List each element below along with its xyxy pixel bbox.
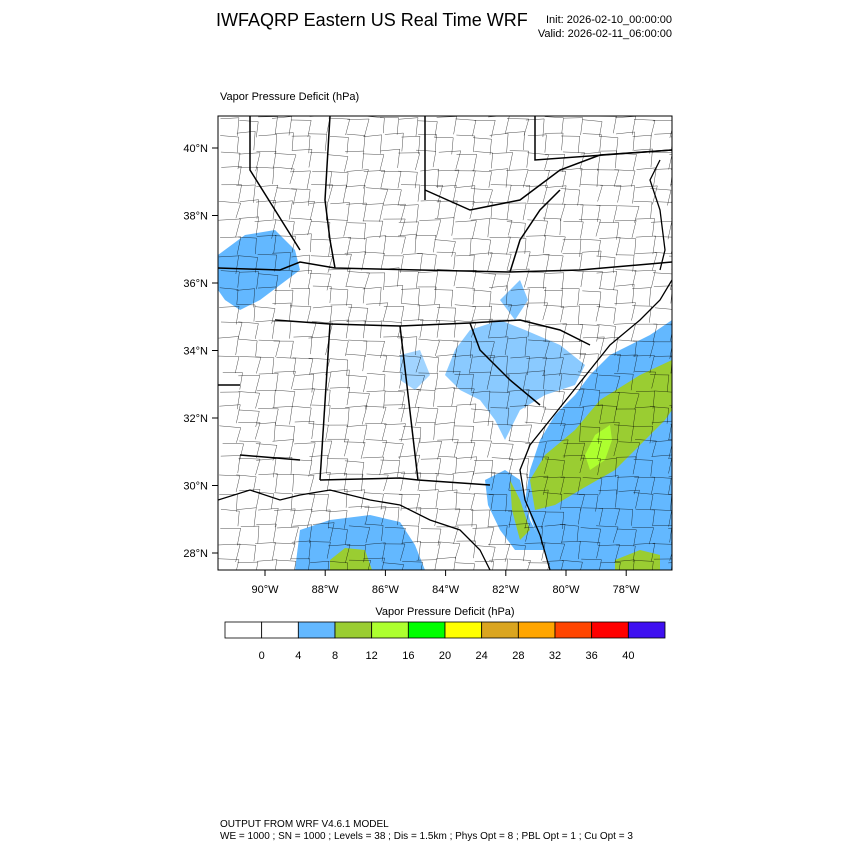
init-time: Init: 2026-02-10_00:00:00 (546, 14, 672, 26)
lon-label: 80°W (552, 584, 580, 596)
colorbar-label: 12 (366, 650, 378, 662)
colorbar-title: Vapor Pressure Deficit (hPa) (375, 606, 514, 618)
lon-label: 78°W (613, 584, 641, 596)
map: 40°N 38°N 36°N 34°N 32°N 30°N 28°N 90°W 88°W 86°W… (183, 115, 673, 596)
lat-label: 34°N (183, 346, 208, 358)
colorbar-box (407, 621, 446, 639)
colorbar-label: 0 (259, 650, 265, 662)
lon-label: 88°W (312, 584, 340, 596)
lat-label: 36°N (183, 278, 208, 290)
vpd-area (330, 548, 372, 570)
footer-line: OUTPUT FROM WRF V4.6.1 MODEL (220, 819, 389, 830)
colorbar: 0 4 8 12 16 20 24 28 32 36 40 (224, 621, 666, 662)
colorbar-box (627, 621, 666, 639)
vpd-area (400, 350, 430, 390)
lon-label: 84°W (432, 584, 460, 596)
colorbar-label: 32 (549, 650, 561, 662)
colorbar-box (297, 621, 336, 639)
lon-label: 86°W (372, 584, 400, 596)
vpd-area (500, 280, 528, 320)
lat-label: 40°N (183, 143, 208, 155)
colorbar-box (371, 621, 409, 639)
footer-line: WE = 1000 ; SN = 1000 ; Levels = 38 ; Di… (220, 831, 633, 842)
colorbar-label: 40 (622, 650, 634, 662)
vpd-area (585, 425, 612, 470)
colorbar-label: 4 (295, 650, 301, 662)
colorbar-label: 16 (402, 650, 414, 662)
colorbar-box (591, 621, 629, 639)
map-subtitle: Vapor Pressure Deficit (hPa) (220, 91, 359, 103)
colorbar-box (481, 621, 519, 639)
lon-label: 82°W (492, 584, 520, 596)
colorbar-box (517, 621, 556, 639)
lat-label: 28°N (183, 548, 208, 560)
vpd-area (615, 550, 660, 570)
valid-time: Valid: 2026-02-11_06:00:00 (538, 28, 672, 40)
colorbar-label: 24 (476, 650, 488, 662)
colorbar-box (444, 621, 483, 639)
colorbar-label: 20 (439, 650, 451, 662)
lat-label: 30°N (183, 481, 208, 493)
colorbar-box (554, 621, 593, 639)
colorbar-box (261, 621, 299, 639)
vpd-area (510, 480, 530, 540)
colorbar-label: 36 (586, 650, 598, 662)
colorbar-box (224, 621, 263, 639)
title: IWFAQRP Eastern US Real Time WRF (216, 10, 528, 30)
colorbar-label: 28 (512, 650, 524, 662)
lat-label: 38°N (183, 211, 208, 223)
colorbar-box (334, 621, 373, 639)
colorbar-label: 8 (332, 650, 338, 662)
lon-label: 90°W (251, 584, 279, 596)
lat-label: 32°N (183, 413, 208, 425)
